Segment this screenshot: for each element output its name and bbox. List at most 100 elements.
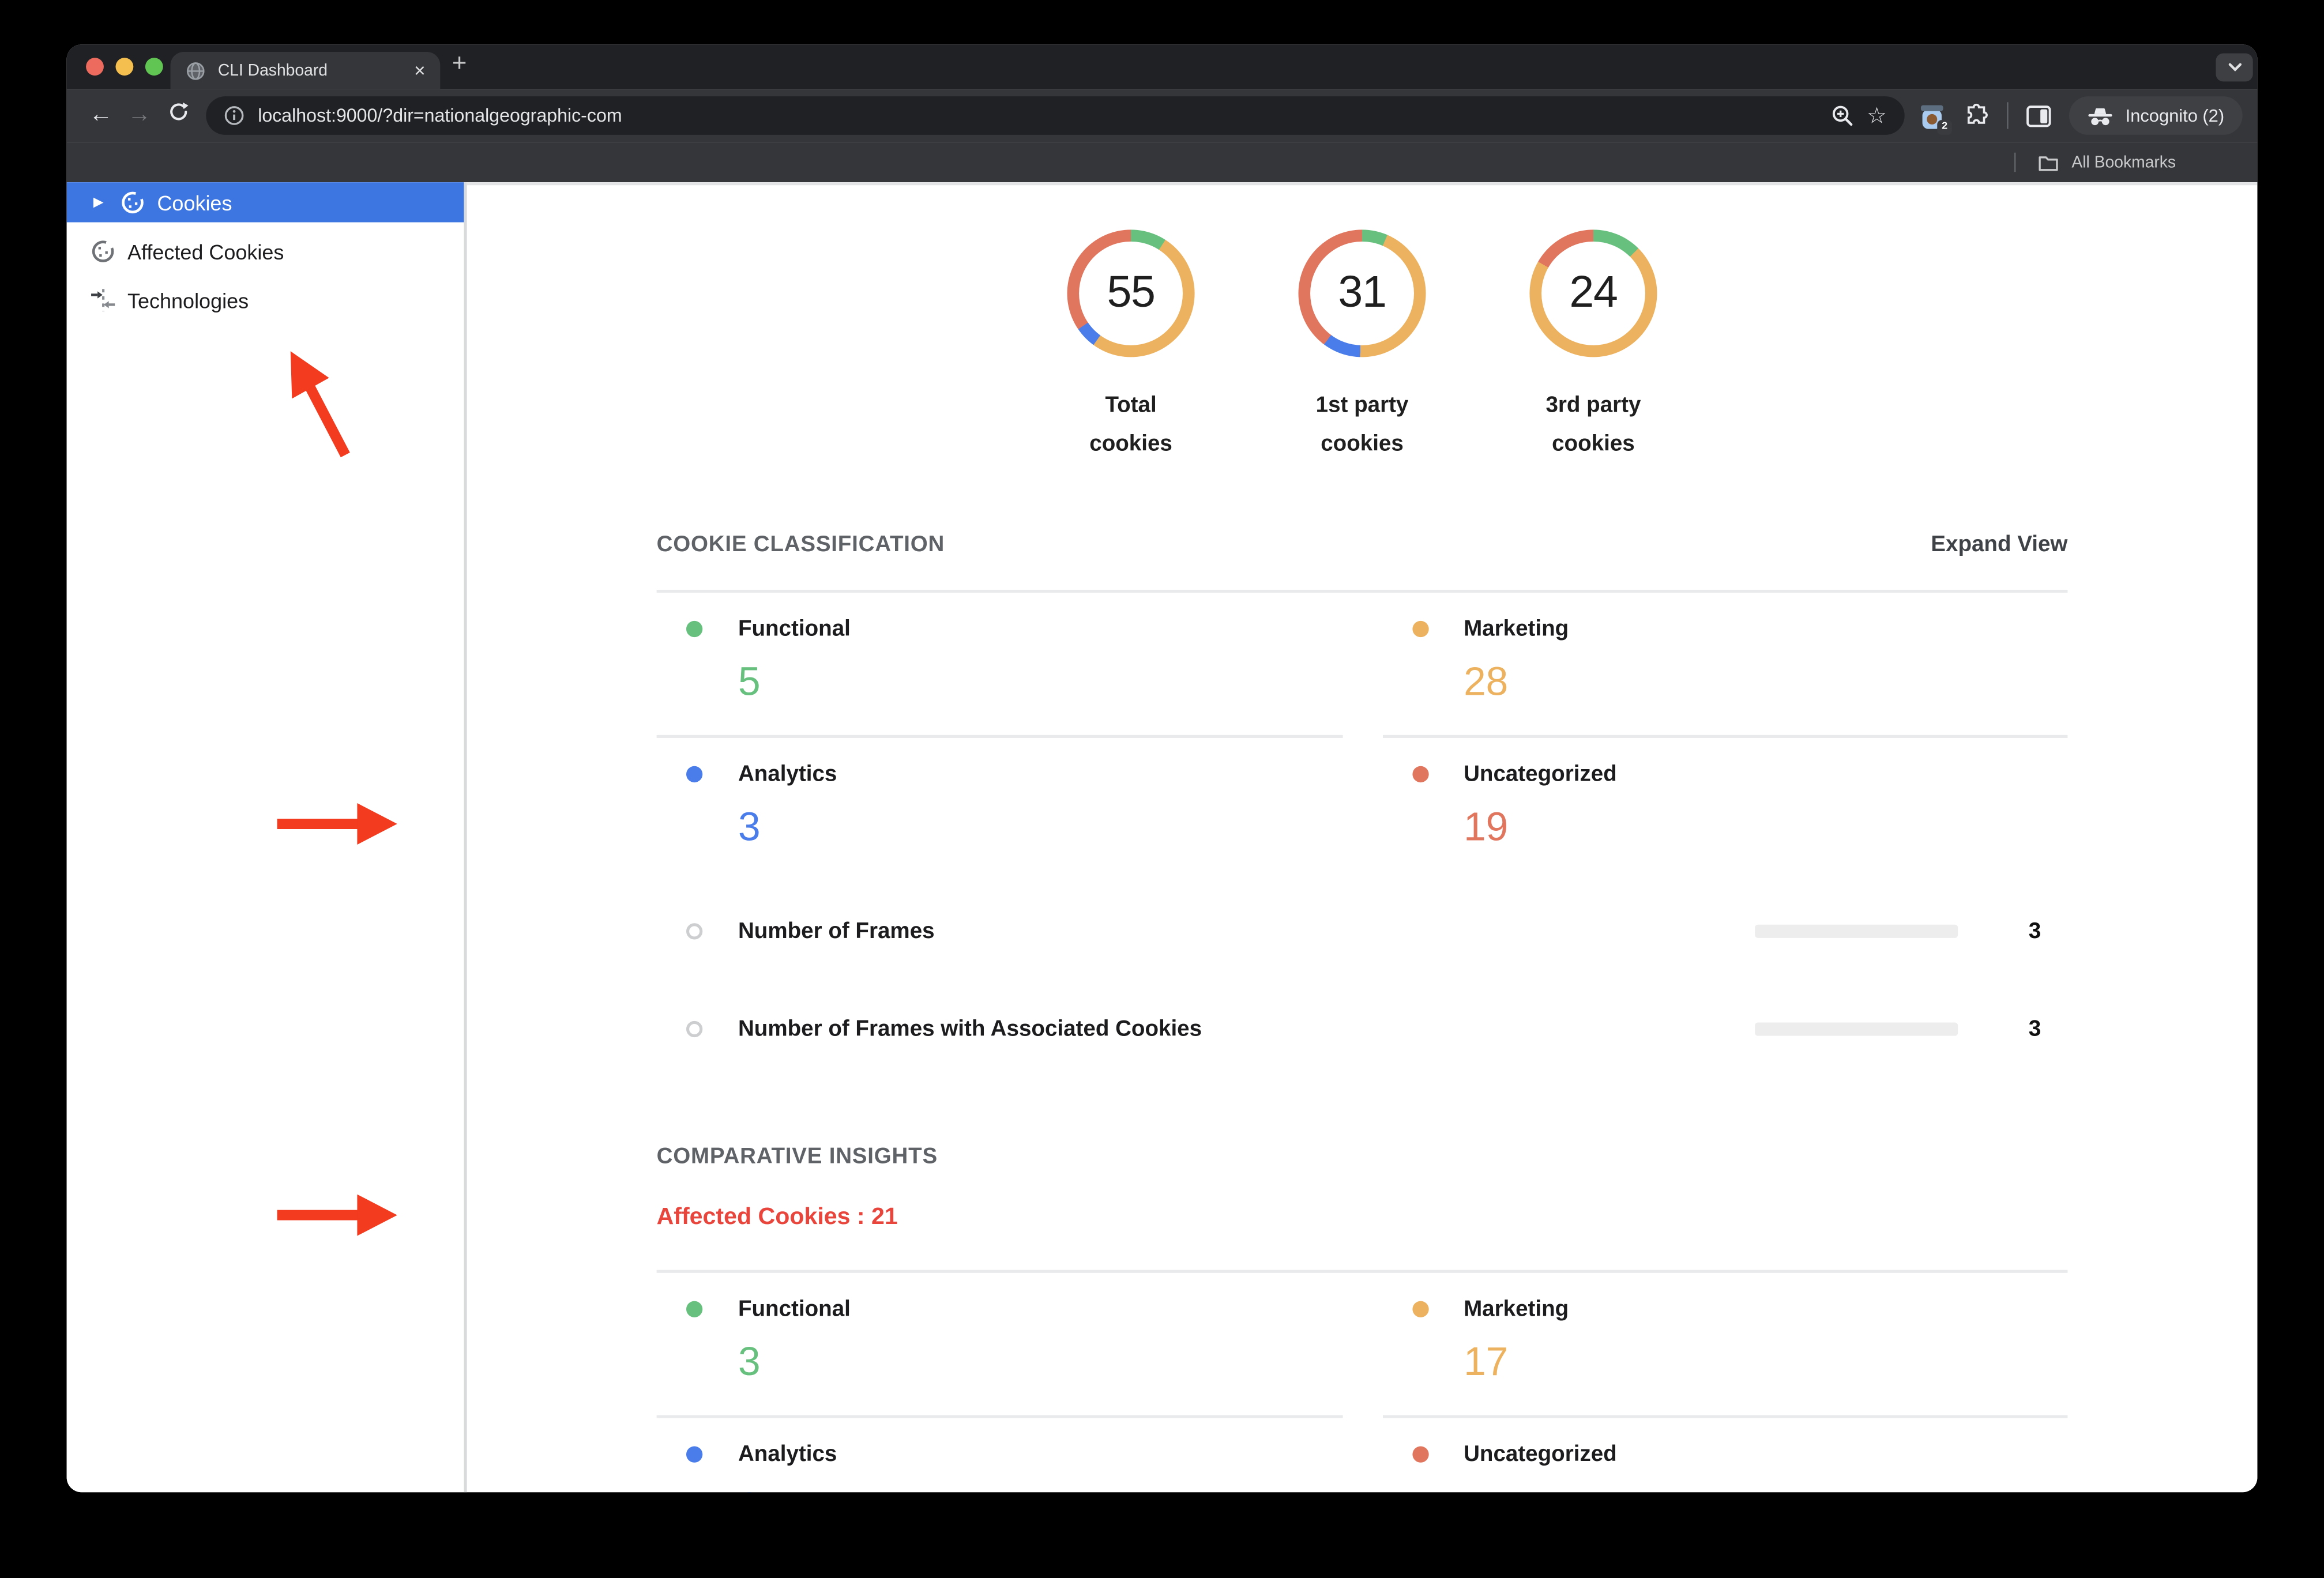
sidebar-item-label: Cookies (157, 190, 232, 214)
classification-cell-marketing: Marketing 28 (1382, 593, 2068, 738)
donut-first-party-cookies: 31 1st party cookies (1273, 229, 1451, 464)
donut-label: 3rd party cookies (1545, 393, 1641, 457)
maximize-window-button[interactable] (145, 58, 163, 76)
globe-favicon-icon (186, 61, 205, 80)
comparative-cell-uncategorized: Uncategorized 1 (1382, 1418, 2068, 1492)
frames-label: Number of Frames with Associated Cookies (738, 1015, 1202, 1041)
new-tab-button[interactable]: + (452, 48, 467, 77)
sidebar-item-cookies[interactable]: ▶ Cookies (66, 182, 464, 223)
tab-strip: CLI Dashboard × + (66, 44, 2258, 89)
url-bar[interactable]: localhost:9000/?dir=nationalgeographic-c… (206, 96, 1905, 135)
extension-badge: 2 (1937, 119, 1952, 134)
category-value: 3 (738, 804, 761, 849)
category-label: Functional (738, 616, 851, 642)
category-value: 0 (738, 1485, 1342, 1492)
category-label: Analytics (738, 762, 837, 787)
cookie-icon (122, 190, 145, 214)
category-value: 28 (1464, 659, 1509, 704)
frames-value: 3 (2028, 918, 2041, 943)
section-title: COMPARATIVE INSIGHTS (656, 1144, 938, 1169)
comparative-cell-functional: Functional 3 (656, 1273, 1342, 1418)
site-info-icon[interactable] (224, 105, 245, 126)
page-content: ▶ Cookies (66, 182, 2258, 1493)
dashboard-main: 55 Total cookies 31 1st party (467, 182, 2258, 1492)
frames-label: Number of Frames (738, 918, 935, 943)
chevron-down-icon (2228, 63, 2241, 71)
back-button[interactable]: ← (89, 102, 113, 128)
close-window-button[interactable] (86, 58, 104, 76)
incognito-badge[interactable]: Incognito (2) (2069, 96, 2242, 135)
zoom-magnifier-icon[interactable] (1830, 104, 1853, 127)
tab-search-chevron-button[interactable] (2216, 53, 2253, 82)
expand-arrow-icon[interactable]: ▶ (93, 194, 104, 209)
classification-cell-analytics: Analytics 3 (657, 738, 1342, 880)
browser-window: CLI Dashboard × + ← → (66, 44, 2258, 1493)
tab-close-icon[interactable]: × (414, 59, 426, 82)
donut-third-party-cookies: 24 3rd party cookies (1505, 229, 1682, 464)
cookie-extension-icon[interactable]: 2 (1919, 101, 1952, 134)
technologies-icon (91, 289, 115, 311)
category-label: Marketing (1464, 1296, 1569, 1322)
category-dot (1412, 620, 1428, 638)
sidebar-item-label: Technologies (127, 288, 249, 312)
url-text[interactable]: localhost:9000/?dir=nationalgeographic-c… (258, 105, 622, 126)
category-label: Uncategorized (1464, 762, 1617, 787)
extensions-puzzle-icon[interactable] (1964, 103, 1990, 129)
frames-section: Number of Frames 3 Number of Frames with… (657, 901, 2068, 1058)
category-value: 17 (1464, 1339, 1509, 1384)
affected-cookies-count: Affected Cookies : 21 (656, 1204, 898, 1230)
window-controls[interactable] (86, 58, 163, 76)
category-dot (686, 1446, 703, 1463)
category-value: 5 (738, 659, 761, 704)
category-dot (686, 766, 703, 783)
classification-cell-functional: Functional 5 (656, 593, 1342, 738)
cookie-jar-cookie (1927, 113, 1938, 124)
donut-ring: 31 (1298, 229, 1426, 357)
donut-ring: 55 (1067, 229, 1195, 357)
all-bookmarks-button[interactable]: All Bookmarks (2071, 153, 2176, 171)
frames-progress-bar (1755, 924, 1958, 937)
comparative-header: COMPARATIVE INSIGHTS (657, 1144, 2068, 1169)
category-dot (686, 1301, 703, 1317)
side-panel-icon[interactable] (2026, 104, 2051, 127)
cookie-icon (92, 239, 115, 262)
bookmarks-bar: All Bookmarks (66, 142, 2258, 183)
tab-cli-dashboard[interactable]: CLI Dashboard × (170, 51, 441, 89)
incognito-label: Incognito (2) (2125, 105, 2225, 126)
tab-title: CLI Dashboard (217, 61, 328, 80)
bookmarks-divider (2014, 152, 2015, 172)
classification-cell-uncategorized: Uncategorized 19 (1382, 738, 2068, 880)
donut-label: Total cookies (1089, 393, 1172, 457)
incognito-icon (2088, 107, 2112, 125)
frames-row: Number of Frames 3 (657, 901, 2068, 961)
hollow-dot-icon (686, 922, 703, 939)
category-dot (1412, 1301, 1428, 1317)
cookie-jar-lid (1920, 104, 1943, 111)
minimize-window-button[interactable] (115, 58, 134, 76)
comparative-cell-marketing: Marketing 17 (1382, 1273, 2068, 1418)
folder-icon (2038, 155, 2058, 171)
hollow-dot-icon (686, 1020, 703, 1037)
bookmark-star-icon[interactable]: ☆ (1867, 103, 1887, 129)
category-value: 3 (738, 1339, 761, 1384)
frames-value: 3 (2028, 1015, 2041, 1041)
toolbar-divider (2007, 102, 2009, 129)
expand-view-button[interactable]: Expand View (1931, 532, 2068, 558)
classification-grid: Functional 5 Marketing 28 Analytics 3 (656, 589, 2068, 880)
category-dot (686, 620, 703, 638)
donut-label: 1st party cookies (1315, 393, 1409, 457)
category-value: 1 (1464, 1485, 2067, 1492)
frames-row: Number of Frames with Associated Cookies… (657, 999, 2068, 1058)
category-value: 19 (1464, 804, 1509, 849)
sidebar-item-technologies[interactable]: Technologies (67, 280, 464, 320)
reload-button[interactable] (159, 101, 197, 130)
toolbar-right-icons: 2 Incog (1919, 96, 2257, 135)
sidebar: ▶ Cookies (66, 182, 467, 1493)
section-title: COOKIE CLASSIFICATION (656, 532, 945, 558)
sidebar-item-affected-cookies[interactable]: Affected Cookies (67, 231, 464, 271)
sidebar-item-label: Affected Cookies (127, 239, 284, 263)
comparative-grid: Functional 3 Marketing 17 Analytics 0 (656, 1270, 2068, 1492)
forward-button[interactable]: → (127, 102, 152, 128)
donut-value: 31 (1338, 268, 1387, 318)
